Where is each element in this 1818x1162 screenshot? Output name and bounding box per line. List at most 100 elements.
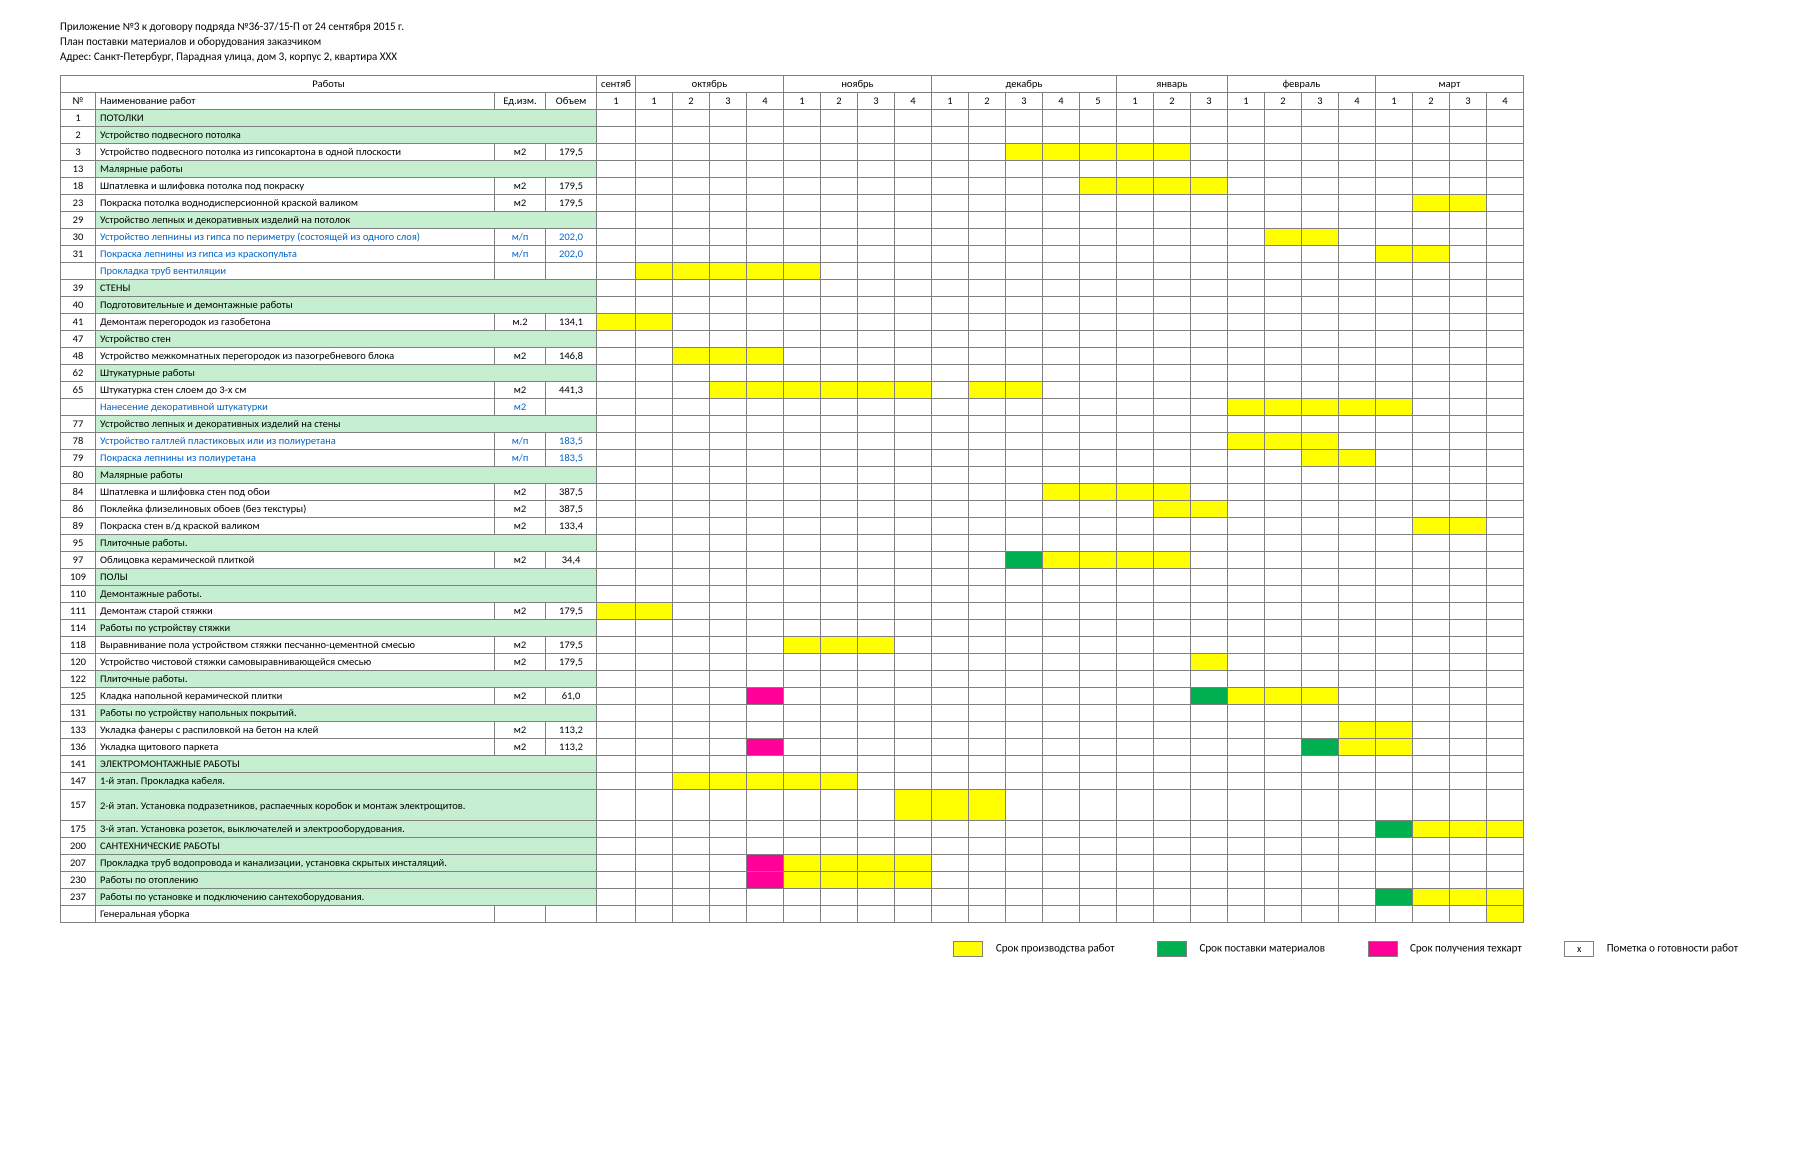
gantt-cell	[1486, 484, 1523, 501]
gantt-cell	[1375, 688, 1412, 705]
gantt-cell	[709, 195, 746, 212]
gantt-cell	[597, 161, 636, 178]
column-header-num: №	[61, 93, 96, 110]
month-header: январь	[1116, 76, 1227, 93]
gantt-cell	[709, 178, 746, 195]
gantt-cell	[857, 790, 894, 821]
gantt-cell	[1375, 433, 1412, 450]
gantt-cell	[1338, 297, 1375, 314]
gantt-cell	[1449, 569, 1486, 586]
gantt-cell	[672, 178, 709, 195]
gantt-cell	[635, 654, 672, 671]
gantt-cell	[1079, 569, 1116, 586]
work-volume: 179,5	[546, 603, 597, 620]
gantt-cell	[1486, 297, 1523, 314]
gantt-cell	[894, 263, 931, 280]
table-row: 114Работы по устройству стяжки	[61, 620, 1524, 637]
gantt-cell	[1079, 297, 1116, 314]
gantt-cell	[1227, 756, 1264, 773]
gantt-cell	[1338, 382, 1375, 399]
gantt-cell	[1449, 365, 1486, 382]
gantt-cell	[820, 637, 857, 654]
gantt-cell	[1264, 739, 1301, 756]
gantt-cell	[1005, 348, 1042, 365]
gantt-cell	[931, 872, 968, 889]
work-name: Покраска стен в/д краской валиком	[96, 518, 495, 535]
section-title: 1-й этап. Прокладка кабеля.	[96, 773, 597, 790]
row-number: 31	[61, 246, 96, 263]
gantt-cell	[672, 790, 709, 821]
gantt-cell	[597, 722, 636, 739]
week-header: 4	[1486, 93, 1523, 110]
gantt-cell	[894, 535, 931, 552]
gantt-cell	[1449, 263, 1486, 280]
gantt-cell	[1079, 586, 1116, 603]
gantt-cell	[931, 535, 968, 552]
gantt-cell	[1412, 263, 1449, 280]
gantt-cell	[1227, 790, 1264, 821]
gantt-cell	[1190, 855, 1227, 872]
gantt-cell	[1005, 331, 1042, 348]
gantt-cell	[1412, 416, 1449, 433]
work-unit: м2	[495, 552, 546, 569]
gantt-cell	[635, 756, 672, 773]
work-unit: м2	[495, 484, 546, 501]
gantt-cell	[1005, 110, 1042, 127]
week-header: 2	[672, 93, 709, 110]
gantt-cell	[709, 127, 746, 144]
week-header: 1	[635, 93, 672, 110]
week-header: 3	[857, 93, 894, 110]
gantt-cell	[820, 161, 857, 178]
gantt-cell	[931, 552, 968, 569]
gantt-cell	[1412, 212, 1449, 229]
gantt-cell	[1227, 637, 1264, 654]
gantt-cell	[1116, 144, 1153, 161]
gantt-cell	[857, 620, 894, 637]
row-number	[61, 906, 96, 923]
row-number	[61, 263, 96, 280]
gantt-cell	[635, 722, 672, 739]
gantt-cell	[1227, 280, 1264, 297]
work-name: Укладка фанеры с распиловкой на бетон на…	[96, 722, 495, 739]
legend: Срок производства работ Срок поставки ма…	[60, 941, 1758, 957]
gantt-cell	[1449, 382, 1486, 399]
gantt-cell	[1190, 229, 1227, 246]
gantt-cell	[597, 773, 636, 790]
work-name: Устройство галтлей пластиковых или из по…	[96, 433, 495, 450]
gantt-cell	[1227, 195, 1264, 212]
gantt-cell	[1486, 535, 1523, 552]
table-row: 230Работы по отоплению	[61, 872, 1524, 889]
gantt-cell	[820, 688, 857, 705]
gantt-cell	[1190, 484, 1227, 501]
table-row: 120Устройство чистовой стяжки самовыравн…	[61, 654, 1524, 671]
gantt-cell	[783, 821, 820, 838]
gantt-cell	[1264, 603, 1301, 620]
gantt-cell	[1190, 671, 1227, 688]
gantt-cell	[1375, 314, 1412, 331]
gantt-cell	[931, 127, 968, 144]
gantt-cell	[1153, 518, 1190, 535]
gantt-cell	[1301, 212, 1338, 229]
gantt-cell	[968, 399, 1005, 416]
gantt-cell	[709, 484, 746, 501]
gantt-cell	[1412, 603, 1449, 620]
gantt-cell	[1301, 671, 1338, 688]
gantt-cell	[1079, 739, 1116, 756]
gantt-cell	[1116, 399, 1153, 416]
gantt-cell	[1005, 688, 1042, 705]
gantt-cell	[1338, 314, 1375, 331]
gantt-cell	[1449, 416, 1486, 433]
gantt-cell	[857, 637, 894, 654]
gantt-cell	[931, 263, 968, 280]
gantt-cell	[931, 484, 968, 501]
gantt-cell	[1079, 127, 1116, 144]
gantt-cell	[857, 855, 894, 872]
gantt-cell	[1153, 212, 1190, 229]
gantt-cell	[1227, 484, 1264, 501]
gantt-cell	[1227, 838, 1264, 855]
gantt-cell	[597, 552, 636, 569]
gantt-cell	[968, 872, 1005, 889]
gantt-cell	[968, 739, 1005, 756]
gantt-cell	[968, 365, 1005, 382]
section-title: СТЕНЫ	[96, 280, 597, 297]
